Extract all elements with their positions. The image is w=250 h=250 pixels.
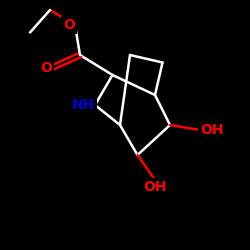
Text: OH: OH: [143, 180, 167, 194]
Text: OH: OH: [200, 123, 224, 137]
Text: O: O: [40, 60, 52, 74]
Text: NH: NH: [72, 98, 95, 112]
Text: O: O: [63, 18, 75, 32]
